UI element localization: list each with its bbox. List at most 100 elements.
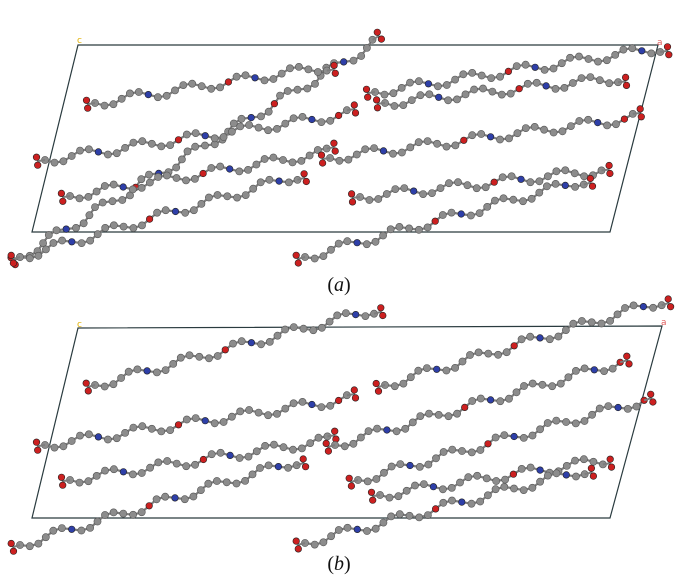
carbon-atom bbox=[264, 107, 273, 116]
carbon-atom bbox=[34, 539, 43, 548]
carbon-atom bbox=[340, 442, 349, 451]
carbon-atom bbox=[154, 458, 163, 467]
carbon-atom bbox=[101, 223, 110, 232]
oxygen-atom bbox=[32, 438, 41, 446]
carbon-atom bbox=[264, 411, 272, 420]
nitrogen-atom bbox=[171, 207, 180, 216]
carbon-atom bbox=[578, 317, 586, 325]
carbon-atom bbox=[558, 127, 567, 136]
carbon-atom bbox=[109, 508, 118, 517]
oxygen-atom bbox=[348, 190, 356, 198]
carbon-atom bbox=[512, 388, 521, 397]
carbon-atom bbox=[401, 424, 410, 433]
carbon-atom bbox=[448, 445, 457, 454]
carbon-atom bbox=[50, 443, 59, 452]
carbon-atom bbox=[185, 351, 194, 360]
carbon-atom bbox=[237, 114, 246, 123]
carbon-atom bbox=[517, 335, 526, 344]
bond bbox=[376, 102, 386, 105]
nitrogen-atom bbox=[62, 225, 70, 233]
carbon-atom bbox=[423, 223, 432, 232]
carbon-atom bbox=[473, 471, 482, 480]
carbon-atom bbox=[166, 426, 175, 434]
carbon-atom bbox=[279, 156, 287, 164]
carbon-atom bbox=[432, 454, 440, 463]
oxygen-atom bbox=[302, 177, 310, 186]
carbon-atom bbox=[241, 71, 250, 80]
oxygen-atom bbox=[625, 360, 633, 368]
carbon-atom bbox=[543, 471, 552, 480]
carbon-atom bbox=[468, 397, 477, 405]
carbon-atom bbox=[92, 471, 101, 480]
oxygen-atom bbox=[34, 446, 42, 454]
oxygen-atom bbox=[9, 547, 18, 555]
carbon-atom bbox=[100, 101, 109, 110]
carbon-atom bbox=[210, 134, 219, 143]
carbon-atom bbox=[476, 497, 485, 506]
carbon-atom bbox=[468, 131, 477, 140]
carbon-atom bbox=[334, 239, 343, 248]
carbon-atom bbox=[58, 524, 66, 532]
carbon-atom bbox=[257, 340, 265, 349]
carbon-atom bbox=[177, 155, 186, 164]
carbon-atom bbox=[461, 90, 470, 99]
carbon-atom bbox=[76, 431, 84, 440]
carbon-atom bbox=[281, 325, 289, 334]
carbon-atom bbox=[472, 184, 481, 193]
carbon-atom bbox=[453, 95, 461, 104]
carbon-atom bbox=[162, 91, 171, 100]
carbon-atom bbox=[510, 484, 518, 493]
carbon-atom bbox=[584, 115, 593, 124]
carbon-atom bbox=[137, 183, 146, 192]
oxygen-atom bbox=[324, 447, 333, 455]
oxygen-atom bbox=[490, 178, 498, 186]
bond bbox=[326, 68, 335, 72]
unit-cell-outline bbox=[31, 44, 659, 233]
carbon-atom bbox=[439, 448, 448, 456]
carbon-atom bbox=[549, 128, 558, 137]
oxygen-atom bbox=[331, 69, 339, 77]
carbon-atom bbox=[621, 304, 629, 312]
carbon-atom bbox=[84, 477, 93, 486]
carbon-atom bbox=[577, 74, 586, 82]
carbon-atom bbox=[289, 445, 297, 454]
carbon-atom bbox=[394, 492, 403, 501]
carbon-atom bbox=[380, 90, 389, 99]
carbon-atom bbox=[466, 351, 474, 359]
carbon-atom bbox=[361, 312, 370, 320]
carbon-atom bbox=[649, 303, 657, 312]
nitrogen-atom bbox=[247, 113, 255, 122]
oxygen-atom bbox=[84, 104, 92, 112]
panel-a-origin-axis-label: c bbox=[77, 36, 82, 46]
nitrogen-atom bbox=[517, 175, 525, 183]
carbon-atom bbox=[402, 486, 411, 495]
nitrogen-atom bbox=[406, 461, 414, 470]
carbon-atom bbox=[216, 448, 225, 457]
nitrogen-atom bbox=[457, 210, 465, 218]
carbon-atom bbox=[500, 431, 509, 439]
carbon-atom bbox=[254, 408, 263, 417]
nitrogen-atom bbox=[458, 498, 466, 506]
carbon-atom bbox=[92, 187, 101, 196]
carbon-atom bbox=[444, 412, 453, 421]
carbon-atom bbox=[580, 417, 589, 425]
oxygen-atom bbox=[146, 215, 154, 223]
carbon-atom bbox=[549, 64, 558, 73]
oxygen-atom bbox=[606, 169, 614, 178]
carbon-atom bbox=[49, 526, 58, 535]
carbon-atom bbox=[517, 464, 526, 473]
carbon-atom bbox=[244, 452, 253, 461]
carbon-atom bbox=[197, 199, 206, 208]
carbon-atom bbox=[386, 225, 395, 234]
oxygen-atom bbox=[372, 379, 380, 388]
carbon-atom bbox=[204, 193, 213, 202]
carbon-atom bbox=[219, 133, 228, 141]
carbon-atom bbox=[205, 354, 213, 363]
carbon-atom bbox=[483, 202, 492, 211]
carbon-atom bbox=[390, 102, 399, 110]
bond bbox=[297, 256, 306, 261]
carbon-atom bbox=[597, 319, 606, 328]
carbon-atom bbox=[245, 121, 253, 129]
carbon-atom bbox=[119, 509, 128, 518]
